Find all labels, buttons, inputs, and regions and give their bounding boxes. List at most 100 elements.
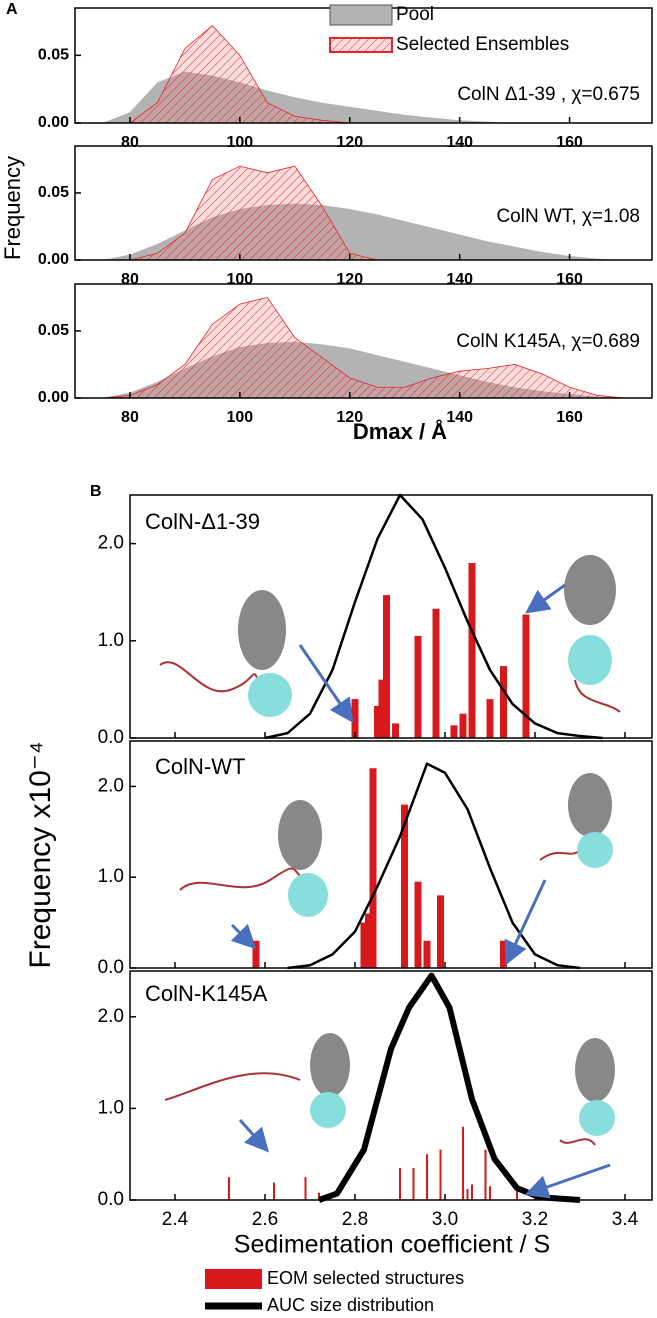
x-tick-label: 100 [227,271,254,288]
y-tick-label: 0.0 [98,957,124,978]
y-tick-label: 0.05 [38,184,69,201]
x-tick-label: 100 [227,134,254,151]
subplot: 80 100 120 140 160 0.00 0.05 ColN K145A, χ=0.68… [38,283,653,444]
legend-label: AUC size distribution [267,1295,434,1315]
bar [500,666,507,738]
x-tick-label: 120 [336,271,363,288]
structure-illustration [164,1033,350,1128]
x-tick-label: 160 [556,409,583,426]
bar [252,940,260,968]
panel-label: A [6,1,18,18]
bar [522,614,530,738]
bar [484,1149,487,1200]
plot-frame [74,283,653,399]
x-tick-label: 160 [556,271,583,288]
bar [516,1188,518,1200]
arrow [524,1163,611,1199]
bar [459,713,467,738]
legend-swatch [205,1269,262,1289]
bar [462,1126,464,1200]
structure-illustration [559,1038,615,1146]
x-tick-label: 120 [336,409,363,426]
y-tick-label: 0.00 [38,114,69,131]
bar [412,1167,415,1200]
bar [374,705,381,738]
annotation: ColN Δ1-39 , χ=0.675 [457,84,640,105]
panel-label: B [90,483,102,500]
x-tick-label: 3.2 [522,1209,548,1230]
structure-illustration [159,590,292,717]
bar [432,608,440,738]
bar [273,1182,275,1200]
x-axis-label: Dmax / Å [353,418,447,444]
bar [414,635,422,738]
bar [439,1149,442,1200]
bar [399,1167,401,1200]
plot-frame [74,145,653,261]
bar [466,1189,469,1200]
x-tick-label: 80 [121,134,139,151]
bar [351,699,359,738]
subplot: 80 100 120 140 160 0.00 0.05 ColN WT, χ=1.08 [38,145,653,288]
bar [486,699,494,738]
subplot: 80 100 120 140 160 0.00 0.05 ColN Δ1-39 , χ=0.6… [0,1,653,260]
annotation: ColN-WT [155,754,245,779]
x-tick-label: 80 [121,271,139,288]
x-tick-label: 140 [446,271,473,288]
line [287,762,581,970]
bar [450,725,458,738]
arrow [525,583,566,614]
subplot: 0.0 1.0 2.0 ColN-WT Frequency x10⁻⁴ [24,740,653,978]
annotation: ColN K145A, χ=0.689 [456,331,640,352]
plot-frame [129,970,653,1201]
y-tick-label: 1.0 [98,1097,124,1118]
plot-frame [129,494,653,739]
x-tick-label: 3.0 [432,1209,458,1230]
legend-label: Pool [396,4,434,25]
plot-frame [129,740,653,969]
y-tick-label: 0.00 [38,389,69,406]
legend-label: Selected Ensembles [396,34,569,55]
bar [468,563,476,738]
x-tick-label: 3.4 [612,1209,639,1230]
y-tick-label: 0.0 [98,1189,124,1210]
subplot: 2.4 2.6 2.8 3.0 3.2 3.4 0.0 1.0 2.0 ColN-K145A Sed… [98,970,653,1259]
x-tick-label: 2.8 [342,1209,368,1230]
line [264,493,603,740]
legend-swatch [329,37,393,53]
y-axis-label: Frequency x10⁻⁴ [24,741,57,968]
y-tick-label: 1.0 [98,866,124,887]
bar [318,1192,320,1200]
y-tick-label: 2.0 [98,775,124,796]
x-tick-label: 140 [446,409,473,426]
structure-illustration [564,555,621,713]
bar [414,881,422,968]
y-tick-label: 0.0 [98,727,124,748]
bar [304,1177,307,1200]
x-tick-label: 120 [336,134,363,151]
y-tick-label: 2.0 [98,533,124,554]
bar [401,804,408,968]
subplot: 0.0 1.0 2.0 ColN-Δ1-39 B EOM selected structu… [90,483,653,1315]
bar [437,895,444,968]
y-tick-label: 1.0 [98,630,124,651]
structure-illustration [539,773,613,868]
bar [369,768,377,968]
x-tick-label: 160 [556,134,583,151]
arrow [238,1119,269,1153]
line [317,972,581,1203]
structure-illustration [179,800,328,917]
x-tick-label: 140 [446,134,473,151]
bar [378,679,386,738]
bar [423,940,431,968]
legend-swatch [329,4,393,26]
y-tick-label: 0.05 [38,322,69,339]
bar [500,940,507,968]
x-tick-label: 2.4 [162,1209,189,1230]
bar [383,595,390,738]
bar [426,1154,428,1200]
annotation: ColN WT, χ=1.08 [496,206,640,227]
structure-illustrations [159,555,621,1199]
